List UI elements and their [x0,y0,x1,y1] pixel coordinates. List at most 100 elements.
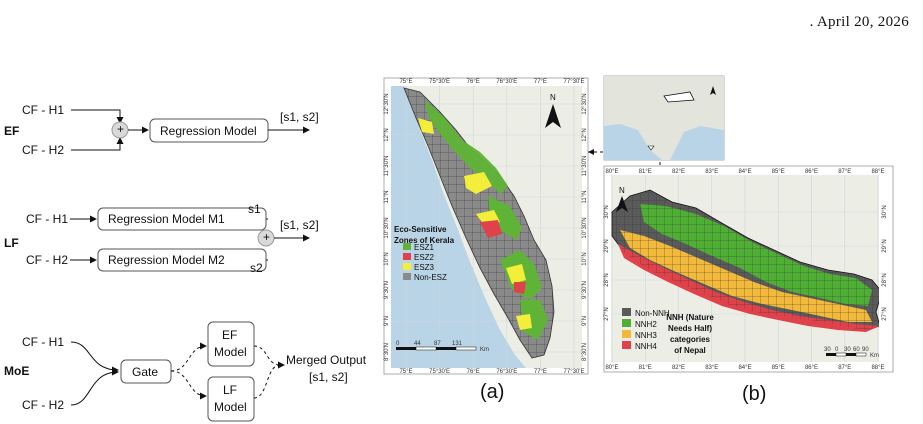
nepal-north-arrow: N [616,186,628,212]
lf-diagram: LF CF - H1 CF - H2 Regression Model M1 R… [4,202,319,275]
kerala-right-tick: 12°N [582,128,588,141]
nepal-bottom-tick: 80°E [605,365,618,371]
kerala-left-tick: 10°N [384,252,390,265]
svg-text:Needs Half): Needs Half) [668,324,712,333]
kerala-legend-label: ESZ2 [414,253,435,262]
nepal-bottom-tick: 87°E [838,365,851,371]
nepal-right-tick: 29°N [882,239,888,252]
kerala-bottom-tick: 75°30'E [429,369,450,375]
nepal-legend-label: Non-NNH [635,309,670,318]
esz1-south2 [520,300,548,340]
nepal-legend-label: NNH2 [635,320,657,329]
nepal-bottom-tick: 81°E [639,365,652,371]
lf-input-h1: CF - H1 [26,212,68,226]
nepal-bottom-tick: 84°E [738,365,751,371]
esz3-b [464,172,492,194]
kerala-legend-title-1: Eco-Sensitive [394,225,447,234]
nepal-bottom-tick: 83°E [705,365,718,371]
kerala-right-tick: 9°30'N [582,281,588,299]
svg-text:of Nepal: of Nepal [674,346,706,355]
kerala-right-tick: 9°N [582,316,588,326]
svg-text:30: 30 [824,347,831,353]
lf-s1-label: s1 [248,202,261,216]
kerala-left-tick: 9°N [384,316,390,326]
ef-output: [s1, s2] [280,110,319,124]
nepal-top-tick: 86°E [805,169,818,175]
kerala-top-tick: 75°E [399,79,412,85]
nepal-legend-label: NNH4 [635,342,657,351]
moe-ef-model-box [207,321,255,367]
nepal-top-tick: 84°E [738,169,751,175]
kerala-top-tick: 77°E [534,79,547,85]
svg-text:30: 30 [844,347,851,353]
svg-text:87: 87 [434,341,441,347]
kerala-left-tick: 11°N [384,191,390,204]
svg-text:0: 0 [835,347,839,353]
nepal-legend-label: NNH3 [635,331,657,340]
ef-diagram: EF CF - H1 CF - H2 + Regression Model [s… [4,103,319,157]
esz3-e [516,314,532,330]
svg-text:90: 90 [862,347,869,353]
kerala-right-tick: 8°30'N [582,343,588,361]
locator-inset [603,75,725,161]
moe-input-h1: CF - H1 [22,335,64,349]
nepal-left-tick: 30°N [604,205,610,218]
nepal-title: NNH (Nature Needs Half) categories of Ne… [666,313,714,355]
nepal-top-tick: 81°E [639,169,652,175]
nepal-right-tick: 28°N [882,273,888,286]
kerala-right-tick: 12°30'N [582,93,588,114]
moe-lf-model-line1: LF [223,383,237,397]
lf-output: [s1, s2] [280,218,319,232]
kerala-left-tick: 12°30'N [384,93,390,114]
svg-text:0: 0 [396,341,400,347]
kerala-right-tick: 11°30'N [582,156,588,177]
nepal-left-tick: 29°N [604,239,610,252]
moe-diagram: MoE CF - H1 CF - H2 Gate EF Model LF Mod… [4,321,367,422]
nepal-top-tick: 85°E [772,169,785,175]
nepal-legend-swatch [622,308,631,316]
moe-ef-model-line1: EF [222,328,237,342]
nepal-bottom-tick: 82°E [672,365,685,371]
nepal-legend-swatch [622,319,631,327]
esz3-d [506,264,526,284]
nepal-top-tick: 88°E [871,169,884,175]
kerala-left-tick: 9°30'N [384,281,390,299]
kerala-legend-label: Non-ESZ [414,273,447,282]
esz1-central [488,196,522,240]
nepal-bottom-tick: 85°E [772,365,785,371]
lf-sum-symbol: + [263,230,270,244]
kerala-top-tick: 75°30'E [429,79,450,85]
kerala-legend-swatch [403,273,411,280]
svg-text:N: N [550,93,556,102]
lf-model-m2-label: Regression Model M2 [108,253,225,267]
caption-b: (b) [742,383,766,405]
nepal-left-tick: 27°N [604,307,610,320]
page-header: . April 20, 2026 [809,14,909,30]
moe-label: MoE [4,364,29,378]
moe-lf-model-line2: Model [214,400,247,414]
svg-text:NNH (Nature: NNH (Nature [666,313,714,322]
nepal-legend-swatch [622,341,631,349]
kerala-left-tick: 10°30'N [384,217,390,238]
svg-text:Km: Km [480,347,489,353]
moe-lf-model-box [207,376,255,422]
moe-output-line2: [s1, s2] [309,370,348,384]
caption-a: (a) [480,381,504,403]
kerala-legend-label: ESZ3 [414,263,435,272]
kerala-north-arrow: N [545,93,561,128]
kerala-bottom-tick: 75°E [399,369,412,375]
kerala-left-tick: 12°N [384,128,390,141]
lf-model-m1-label: Regression Model M1 [108,212,225,226]
nepal-top-tick: 82°E [672,169,685,175]
svg-text:60: 60 [853,347,860,353]
svg-text:N: N [619,186,625,195]
kerala-bottom-tick: 77°E [534,369,547,375]
svg-text:categories: categories [670,335,711,344]
kerala-bottom-tick: 76°E [467,369,480,375]
kerala-top-tick: 76°30'E [496,79,517,85]
kerala-top-tick: 76°E [467,79,480,85]
moe-input-h2: CF - H2 [22,398,64,412]
moe-ef-model-line2: Model [214,345,247,359]
kerala-legend-swatch [403,263,411,270]
